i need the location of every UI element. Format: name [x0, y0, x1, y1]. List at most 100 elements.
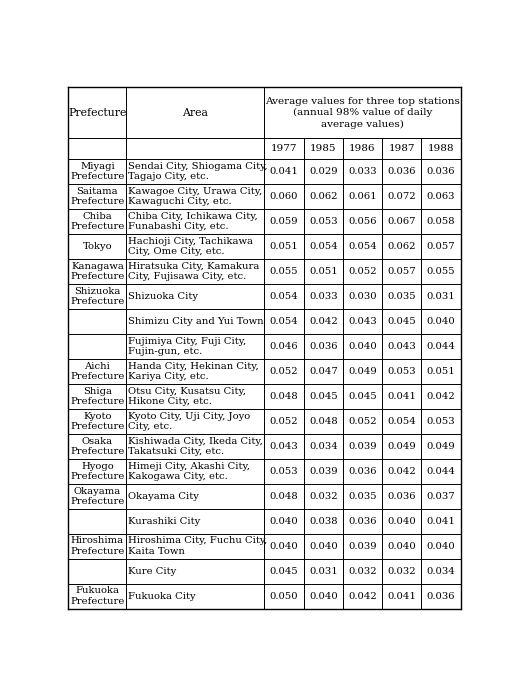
- Text: 0.042: 0.042: [388, 466, 416, 476]
- Text: Fukuoka City: Fukuoka City: [128, 592, 196, 601]
- Text: 0.045: 0.045: [309, 392, 337, 401]
- Text: 1985: 1985: [310, 144, 336, 154]
- Text: 0.061: 0.061: [348, 192, 377, 201]
- Text: Hiratsuka City, Kamakura
City, Fujisawa City, etc.: Hiratsuka City, Kamakura City, Fujisawa …: [128, 262, 260, 281]
- Text: 0.037: 0.037: [427, 492, 455, 501]
- Text: 0.040: 0.040: [270, 542, 298, 551]
- Text: Handa City, Hekinan City,
Kariya City, etc.: Handa City, Hekinan City, Kariya City, e…: [128, 362, 259, 381]
- Text: 0.040: 0.040: [270, 517, 298, 526]
- Text: Himeji City, Akashi City,
Kakogawa City, etc.: Himeji City, Akashi City, Kakogawa City,…: [128, 462, 250, 481]
- Text: Shizuoka
Prefecture: Shizuoka Prefecture: [70, 287, 124, 306]
- Text: 0.045: 0.045: [270, 566, 298, 575]
- Text: Kyoto
Prefecture: Kyoto Prefecture: [70, 411, 124, 431]
- Text: 0.049: 0.049: [427, 442, 455, 451]
- Text: 0.044: 0.044: [427, 466, 455, 476]
- Text: Tokyo: Tokyo: [83, 242, 112, 251]
- Text: 0.041: 0.041: [427, 517, 455, 526]
- Text: Chiba
Prefecture: Chiba Prefecture: [70, 212, 124, 232]
- Text: 0.062: 0.062: [309, 192, 337, 201]
- Text: 0.036: 0.036: [348, 466, 377, 476]
- Text: 0.046: 0.046: [270, 342, 298, 351]
- Text: 0.041: 0.041: [270, 167, 298, 176]
- Text: 0.050: 0.050: [270, 592, 298, 601]
- Text: Saitama
Prefecture: Saitama Prefecture: [70, 187, 124, 207]
- Text: 0.062: 0.062: [388, 242, 416, 251]
- Text: 1988: 1988: [428, 144, 454, 154]
- Text: Prefecture: Prefecture: [68, 108, 126, 118]
- Text: 0.045: 0.045: [388, 317, 416, 326]
- Text: 0.039: 0.039: [348, 442, 377, 451]
- Text: 0.057: 0.057: [388, 267, 416, 276]
- Text: 0.054: 0.054: [270, 317, 298, 326]
- Text: 0.035: 0.035: [388, 292, 416, 301]
- Text: 0.053: 0.053: [427, 417, 455, 426]
- Text: 0.045: 0.045: [348, 392, 377, 401]
- Text: 0.036: 0.036: [388, 167, 416, 176]
- Text: 0.031: 0.031: [427, 292, 455, 301]
- Text: 0.033: 0.033: [309, 292, 337, 301]
- Text: Okayama
Prefecture: Okayama Prefecture: [70, 486, 124, 506]
- Text: 0.040: 0.040: [388, 517, 416, 526]
- Text: Chiba City, Ichikawa City,
Funabashi City, etc.: Chiba City, Ichikawa City, Funabashi Cit…: [128, 212, 257, 232]
- Text: 0.036: 0.036: [427, 167, 455, 176]
- Text: Osaka
Prefecture: Osaka Prefecture: [70, 437, 124, 456]
- Text: Kawagoe City, Urawa City,
Kawaguchi City, etc.: Kawagoe City, Urawa City, Kawaguchi City…: [128, 187, 262, 207]
- Text: 0.031: 0.031: [309, 566, 337, 575]
- Text: 0.063: 0.063: [427, 192, 455, 201]
- Text: Kurashiki City: Kurashiki City: [128, 517, 200, 526]
- Text: 0.055: 0.055: [270, 267, 298, 276]
- Text: 0.053: 0.053: [388, 367, 416, 376]
- Text: 0.042: 0.042: [348, 592, 377, 601]
- Text: 0.054: 0.054: [309, 242, 337, 251]
- Text: 0.036: 0.036: [348, 517, 377, 526]
- Text: 0.051: 0.051: [309, 267, 337, 276]
- Text: 0.048: 0.048: [270, 492, 298, 501]
- Text: Fukuoka
Prefecture: Fukuoka Prefecture: [70, 586, 124, 606]
- Text: Sendai City, Shiogama City,
Tagajo City, etc.: Sendai City, Shiogama City, Tagajo City,…: [128, 162, 268, 181]
- Text: Fujimiya City, Fuji City,
Fujin-gun, etc.: Fujimiya City, Fuji City, Fujin-gun, etc…: [128, 337, 246, 356]
- Text: 1986: 1986: [349, 144, 376, 154]
- Text: 0.029: 0.029: [309, 167, 337, 176]
- Text: 0.059: 0.059: [270, 217, 298, 226]
- Text: 1977: 1977: [271, 144, 297, 154]
- Text: 0.043: 0.043: [270, 442, 298, 451]
- Text: 0.041: 0.041: [388, 592, 416, 601]
- Text: 0.054: 0.054: [348, 242, 377, 251]
- Text: 0.053: 0.053: [309, 217, 337, 226]
- Text: 0.032: 0.032: [348, 566, 377, 575]
- Text: 0.040: 0.040: [309, 542, 337, 551]
- Text: 0.042: 0.042: [427, 392, 455, 401]
- Text: Aichi
Prefecture: Aichi Prefecture: [70, 362, 124, 381]
- Text: 0.054: 0.054: [270, 292, 298, 301]
- Text: Miyagi
Prefecture: Miyagi Prefecture: [70, 162, 124, 181]
- Text: 1987: 1987: [389, 144, 415, 154]
- Text: Okayama City: Okayama City: [128, 492, 199, 501]
- Text: 0.040: 0.040: [309, 592, 337, 601]
- Text: 0.058: 0.058: [427, 217, 455, 226]
- Text: 0.030: 0.030: [348, 292, 377, 301]
- Text: 0.051: 0.051: [270, 242, 298, 251]
- Text: 0.043: 0.043: [348, 317, 377, 326]
- Text: 0.052: 0.052: [270, 417, 298, 426]
- Text: 0.040: 0.040: [427, 317, 455, 326]
- Text: 0.041: 0.041: [388, 392, 416, 401]
- Text: 0.043: 0.043: [388, 342, 416, 351]
- Text: Kanagawa
Prefecture: Kanagawa Prefecture: [70, 262, 124, 281]
- Text: 0.048: 0.048: [309, 417, 337, 426]
- Text: Otsu City, Kusatsu City,
Hikone City, etc.: Otsu City, Kusatsu City, Hikone City, et…: [128, 387, 246, 406]
- Text: 0.042: 0.042: [309, 317, 337, 326]
- Text: Hachioji City, Tachikawa
City, Ome City, etc.: Hachioji City, Tachikawa City, Ome City,…: [128, 237, 253, 256]
- Text: 0.040: 0.040: [348, 342, 377, 351]
- Text: Hiroshima City, Fuchu City,
Kaita Town: Hiroshima City, Fuchu City, Kaita Town: [128, 537, 267, 556]
- Text: Average values for three top stations
(annual 98% value of daily
average values): Average values for three top stations (a…: [265, 96, 460, 129]
- Text: 0.052: 0.052: [348, 417, 377, 426]
- Text: 0.032: 0.032: [388, 566, 416, 575]
- Text: 0.053: 0.053: [270, 466, 298, 476]
- Text: Hyogo
Prefecture: Hyogo Prefecture: [70, 462, 124, 481]
- Text: 0.055: 0.055: [427, 267, 455, 276]
- Text: 0.049: 0.049: [348, 367, 377, 376]
- Text: 0.035: 0.035: [348, 492, 377, 501]
- Text: 0.056: 0.056: [348, 217, 377, 226]
- Text: 0.060: 0.060: [270, 192, 298, 201]
- Text: 0.072: 0.072: [388, 192, 416, 201]
